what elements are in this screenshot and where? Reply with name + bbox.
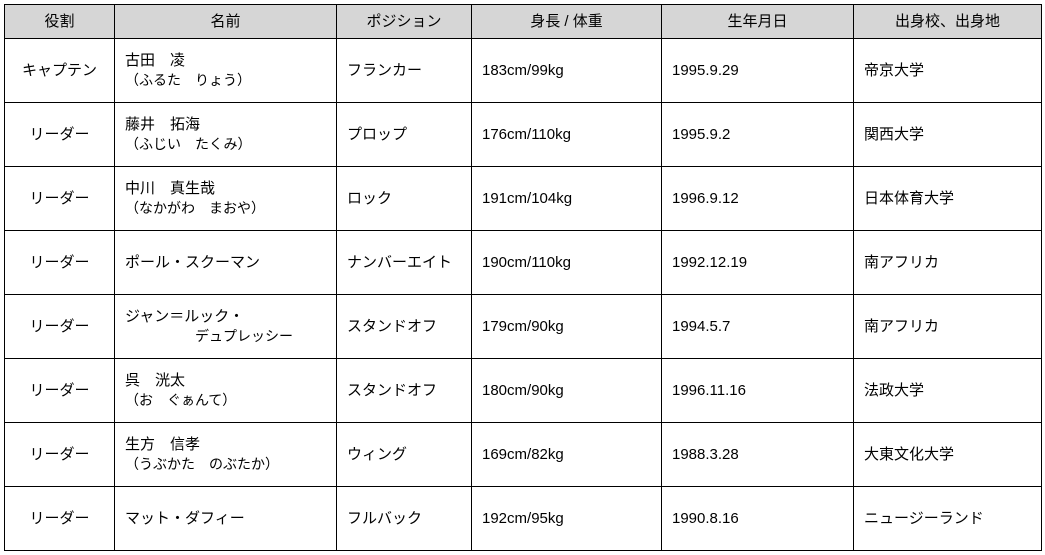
table-row: キャプテン古田 凌（ふるた りょう）フランカー183cm/99kg1995.9.… — [5, 39, 1042, 103]
cell-origin: ニュージーランド — [854, 487, 1042, 551]
cell-name: 呉 洸太（お ぐぁんて） — [115, 359, 337, 423]
name-main: ポール・スクーマン — [125, 252, 326, 273]
cell-height-weight: 180cm/90kg — [472, 359, 662, 423]
cell-position: ロック — [337, 167, 472, 231]
table-row: リーダー藤井 拓海（ふじい たくみ）プロップ176cm/110kg1995.9.… — [5, 103, 1042, 167]
cell-role: リーダー — [5, 295, 115, 359]
cell-dob: 1988.3.28 — [662, 423, 854, 487]
table-row: リーダーポール・スクーマンナンバーエイト190cm/110kg1992.12.1… — [5, 231, 1042, 295]
cell-height-weight: 183cm/99kg — [472, 39, 662, 103]
table-row: リーダー生方 信孝（うぶかた のぶたか）ウィング169cm/82kg1988.3… — [5, 423, 1042, 487]
cell-dob: 1990.8.16 — [662, 487, 854, 551]
name-sub: デュプレッシー — [125, 327, 326, 347]
cell-height-weight: 191cm/104kg — [472, 167, 662, 231]
cell-height-weight: 169cm/82kg — [472, 423, 662, 487]
cell-role: リーダー — [5, 423, 115, 487]
header-height-weight: 身長 / 体重 — [472, 5, 662, 39]
cell-position: ウィング — [337, 423, 472, 487]
header-position: ポジション — [337, 5, 472, 39]
name-sub: （ふじい たくみ） — [125, 135, 326, 155]
table-row: リーダーマット・ダフィーフルバック192cm/95kg1990.8.16ニュージ… — [5, 487, 1042, 551]
player-roster-table: 役割 名前 ポジション 身長 / 体重 生年月日 出身校、出身地 キャプテン古田… — [4, 4, 1042, 551]
name-main: 生方 信孝 — [125, 434, 326, 455]
cell-name: ポール・スクーマン — [115, 231, 337, 295]
cell-name: マット・ダフィー — [115, 487, 337, 551]
header-name: 名前 — [115, 5, 337, 39]
table-row: リーダー呉 洸太（お ぐぁんて）スタンドオフ180cm/90kg1996.11.… — [5, 359, 1042, 423]
cell-role: リーダー — [5, 487, 115, 551]
header-origin: 出身校、出身地 — [854, 5, 1042, 39]
cell-position: スタンドオフ — [337, 295, 472, 359]
name-main: ジャン＝ルック・ — [125, 306, 326, 327]
cell-dob: 1994.5.7 — [662, 295, 854, 359]
cell-position: ナンバーエイト — [337, 231, 472, 295]
cell-role: リーダー — [5, 103, 115, 167]
name-main: 呉 洸太 — [125, 370, 326, 391]
cell-origin: 南アフリカ — [854, 295, 1042, 359]
cell-name: 中川 真生哉（なかがわ まおや） — [115, 167, 337, 231]
cell-height-weight: 179cm/90kg — [472, 295, 662, 359]
cell-role: リーダー — [5, 231, 115, 295]
cell-origin: 法政大学 — [854, 359, 1042, 423]
cell-role: リーダー — [5, 167, 115, 231]
header-dob: 生年月日 — [662, 5, 854, 39]
cell-role: キャプテン — [5, 39, 115, 103]
name-main: 藤井 拓海 — [125, 114, 326, 135]
cell-height-weight: 190cm/110kg — [472, 231, 662, 295]
cell-dob: 1996.11.16 — [662, 359, 854, 423]
name-main: マット・ダフィー — [125, 508, 326, 529]
table-row: リーダー中川 真生哉（なかがわ まおや）ロック191cm/104kg1996.9… — [5, 167, 1042, 231]
cell-position: フルバック — [337, 487, 472, 551]
cell-dob: 1992.12.19 — [662, 231, 854, 295]
table-body: キャプテン古田 凌（ふるた りょう）フランカー183cm/99kg1995.9.… — [5, 39, 1042, 551]
cell-dob: 1996.9.12 — [662, 167, 854, 231]
cell-name: 藤井 拓海（ふじい たくみ） — [115, 103, 337, 167]
cell-height-weight: 192cm/95kg — [472, 487, 662, 551]
cell-dob: 1995.9.2 — [662, 103, 854, 167]
cell-origin: 帝京大学 — [854, 39, 1042, 103]
cell-role: リーダー — [5, 359, 115, 423]
table-header: 役割 名前 ポジション 身長 / 体重 生年月日 出身校、出身地 — [5, 5, 1042, 39]
cell-origin: 関西大学 — [854, 103, 1042, 167]
cell-position: プロップ — [337, 103, 472, 167]
cell-origin: 日本体育大学 — [854, 167, 1042, 231]
name-main: 中川 真生哉 — [125, 178, 326, 199]
cell-origin: 南アフリカ — [854, 231, 1042, 295]
name-sub: （なかがわ まおや） — [125, 199, 326, 219]
cell-origin: 大東文化大学 — [854, 423, 1042, 487]
name-sub: （ふるた りょう） — [125, 71, 326, 91]
cell-position: スタンドオフ — [337, 359, 472, 423]
name-sub: （うぶかた のぶたか） — [125, 455, 326, 475]
cell-name: ジャン＝ルック・ デュプレッシー — [115, 295, 337, 359]
header-role: 役割 — [5, 5, 115, 39]
cell-height-weight: 176cm/110kg — [472, 103, 662, 167]
table-row: リーダージャン＝ルック・ デュプレッシースタンドオフ179cm/90kg1994… — [5, 295, 1042, 359]
name-main: 古田 凌 — [125, 50, 326, 71]
name-sub: （お ぐぁんて） — [125, 391, 326, 411]
cell-dob: 1995.9.29 — [662, 39, 854, 103]
cell-name: 古田 凌（ふるた りょう） — [115, 39, 337, 103]
header-row: 役割 名前 ポジション 身長 / 体重 生年月日 出身校、出身地 — [5, 5, 1042, 39]
cell-position: フランカー — [337, 39, 472, 103]
cell-name: 生方 信孝（うぶかた のぶたか） — [115, 423, 337, 487]
